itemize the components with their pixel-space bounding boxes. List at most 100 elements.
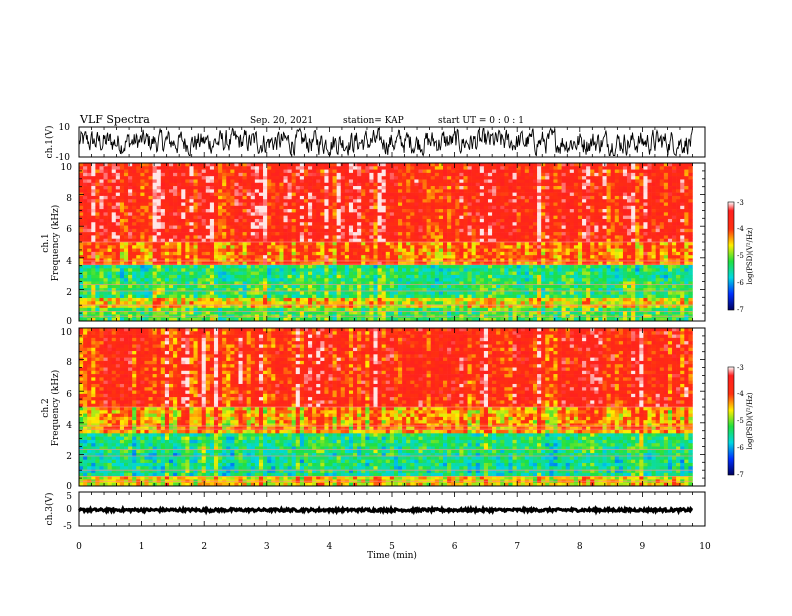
spectrogram-cell bbox=[373, 215, 378, 220]
spectrogram-cell bbox=[647, 163, 652, 167]
spectrogram-cell bbox=[295, 176, 301, 180]
spectrogram-cell bbox=[132, 235, 137, 240]
spectrogram-cell bbox=[565, 255, 571, 259]
spectrogram-cell bbox=[271, 212, 276, 216]
spectrogram-cell bbox=[451, 265, 456, 269]
spectrogram-cell bbox=[287, 179, 292, 184]
spectrogram-cell bbox=[475, 218, 481, 223]
spectrogram-cell bbox=[647, 215, 652, 220]
spectrogram-cell bbox=[181, 186, 186, 190]
spectrogram-cell bbox=[520, 186, 526, 190]
spectrogram-cell bbox=[226, 225, 231, 230]
spectrogram-cell bbox=[561, 228, 566, 233]
spectrogram-cell bbox=[418, 202, 423, 207]
spectrogram-cell bbox=[635, 258, 640, 263]
spectrogram-cell bbox=[119, 218, 125, 223]
spectrogram-cell bbox=[610, 228, 616, 233]
spectrogram-cell bbox=[348, 169, 354, 174]
spectrogram-cell bbox=[451, 199, 456, 203]
spectrogram-cell bbox=[258, 235, 264, 240]
spectrogram-cell bbox=[643, 251, 648, 256]
spectrogram-cell bbox=[479, 205, 485, 210]
spectrogram-cell bbox=[643, 218, 648, 223]
spectrogram-cell bbox=[381, 186, 387, 190]
spectrogram-cell bbox=[242, 169, 247, 174]
spectrogram-cell bbox=[107, 182, 113, 187]
spectrogram-cell bbox=[357, 189, 362, 193]
spectrogram-cell bbox=[79, 265, 84, 269]
spectrogram-cell bbox=[577, 215, 583, 220]
spectrogram-cell bbox=[676, 248, 681, 253]
spectrogram-cell bbox=[557, 202, 562, 207]
spectrogram-cell bbox=[622, 205, 628, 210]
spectrogram-cell bbox=[136, 245, 141, 249]
spectrogram-cell bbox=[365, 225, 370, 230]
spectrogram-cell bbox=[545, 209, 550, 213]
spectrogram-cell bbox=[324, 202, 329, 207]
spectrogram-cell bbox=[164, 261, 170, 266]
spectrogram-cell bbox=[663, 245, 669, 249]
spectrogram-cell bbox=[402, 261, 407, 266]
spectrogram-cell bbox=[447, 225, 452, 230]
spectrogram-cell bbox=[618, 212, 624, 216]
spectrogram-cell bbox=[283, 205, 288, 210]
spectrogram-cell bbox=[91, 232, 96, 236]
spectrogram-cell bbox=[201, 222, 207, 226]
spectrogram-cell bbox=[430, 169, 436, 174]
spectrogram-cell bbox=[156, 192, 162, 197]
spectrogram-cell bbox=[430, 261, 436, 266]
spectrogram-cell bbox=[627, 235, 632, 240]
spectrogram-cell bbox=[655, 232, 661, 236]
spectrogram-cell bbox=[496, 215, 501, 220]
spectrogram-cell bbox=[438, 261, 444, 266]
spectrogram-cell bbox=[614, 265, 620, 269]
spectrogram-cell bbox=[618, 261, 624, 266]
spectrogram-cell bbox=[385, 169, 391, 174]
spectrogram-cell bbox=[627, 192, 632, 197]
spectrogram-cell bbox=[557, 232, 562, 236]
spectrogram-cell bbox=[254, 232, 260, 236]
spectrogram-cell bbox=[512, 166, 517, 170]
spectrogram-cell bbox=[152, 169, 158, 174]
spectrogram-cell bbox=[254, 222, 260, 226]
spectrogram-cell bbox=[610, 176, 616, 180]
spectrogram-cell bbox=[234, 186, 239, 190]
spectrogram-cell bbox=[647, 169, 652, 174]
spectrogram-cell bbox=[140, 179, 145, 184]
spectrogram-cell bbox=[258, 205, 264, 210]
spectrogram-cell bbox=[275, 192, 280, 197]
spectrogram-cell bbox=[618, 172, 624, 177]
spectrogram-cell bbox=[475, 166, 481, 170]
spectrogram-cell bbox=[230, 169, 235, 174]
spectrogram-cell bbox=[336, 189, 342, 193]
spectrogram-cell bbox=[254, 172, 260, 177]
spectrogram-cell bbox=[545, 265, 550, 269]
spectrogram-cell bbox=[631, 163, 636, 167]
spectrogram-cell bbox=[647, 205, 652, 210]
spectrogram-cell bbox=[164, 189, 170, 193]
spectrogram-cell bbox=[193, 205, 198, 210]
spectrogram-cell bbox=[332, 218, 337, 223]
spectrogram-cell bbox=[242, 166, 247, 170]
spectrogram-cell bbox=[553, 242, 558, 246]
spectrogram-cell bbox=[504, 232, 509, 236]
spectrogram-cell bbox=[455, 192, 460, 197]
spectrogram-cell bbox=[222, 163, 227, 167]
spectrogram-cell bbox=[553, 199, 558, 203]
spectrogram-cell bbox=[602, 182, 607, 187]
spectrogram-cell bbox=[602, 192, 607, 197]
spectrogram-cell bbox=[582, 232, 587, 236]
spectrogram-cell bbox=[91, 251, 96, 256]
spectrogram-cell bbox=[254, 228, 260, 233]
spectrogram-cell bbox=[512, 258, 517, 263]
spectrogram-cell bbox=[164, 232, 170, 236]
spectrogram-cell bbox=[254, 209, 260, 213]
spectrogram-cell bbox=[303, 218, 309, 223]
spectrogram-cell bbox=[398, 258, 403, 263]
spectrogram-cell bbox=[561, 255, 566, 259]
spectrogram-cell bbox=[565, 245, 571, 249]
spectrogram-cell bbox=[344, 242, 350, 246]
spectrogram-cell bbox=[99, 169, 104, 174]
spectrogram-cell bbox=[361, 189, 366, 193]
spectrogram-cell bbox=[295, 179, 301, 184]
